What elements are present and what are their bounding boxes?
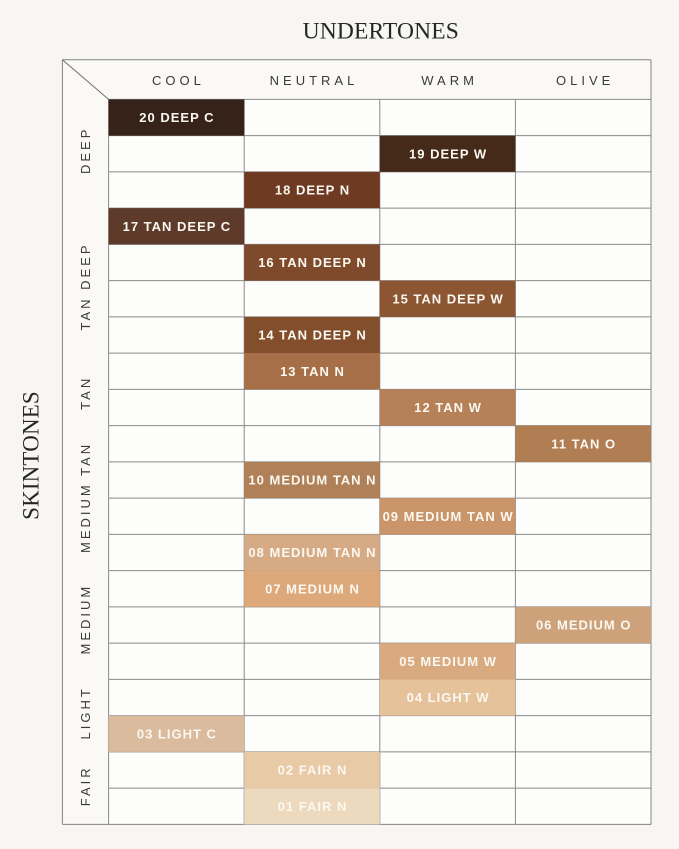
svg-text:10 MEDIUM TAN N: 10 MEDIUM TAN N xyxy=(248,473,376,488)
svg-text:03 LIGHT C: 03 LIGHT C xyxy=(137,726,217,741)
svg-text:17 TAN DEEP C: 17 TAN DEEP C xyxy=(123,219,232,234)
svg-text:DEEP: DEEP xyxy=(78,127,93,174)
svg-text:04 LIGHT W: 04 LIGHT W xyxy=(407,690,490,705)
svg-text:07 MEDIUM N: 07 MEDIUM N xyxy=(265,581,360,596)
svg-text:05 MEDIUM W: 05 MEDIUM W xyxy=(399,654,497,669)
svg-text:20 DEEP C: 20 DEEP C xyxy=(139,110,214,125)
svg-text:18 DEEP N: 18 DEEP N xyxy=(275,183,350,198)
svg-text:OLIVE: OLIVE xyxy=(556,73,614,88)
svg-text:12 TAN W: 12 TAN W xyxy=(414,400,482,415)
svg-text:UNDERTONES: UNDERTONES xyxy=(303,19,459,45)
svg-text:09 MEDIUM TAN W: 09 MEDIUM TAN W xyxy=(383,509,514,524)
svg-text:06 MEDIUM O: 06 MEDIUM O xyxy=(536,618,632,633)
svg-text:TAN DEEP: TAN DEEP xyxy=(78,242,93,330)
svg-text:14 TAN DEEP N: 14 TAN DEEP N xyxy=(258,328,367,343)
svg-text:MEDIUM: MEDIUM xyxy=(78,584,93,655)
svg-text:16 TAN DEEP N: 16 TAN DEEP N xyxy=(258,255,367,270)
svg-text:11 TAN O: 11 TAN O xyxy=(551,436,616,451)
svg-text:LIGHT: LIGHT xyxy=(78,686,93,739)
svg-text:FAIR: FAIR xyxy=(78,765,93,806)
svg-text:02 FAIR N: 02 FAIR N xyxy=(278,763,348,778)
svg-text:WARM: WARM xyxy=(421,73,478,88)
svg-text:MEDIUM TAN: MEDIUM TAN xyxy=(78,442,93,553)
svg-text:NEUTRAL: NEUTRAL xyxy=(270,73,359,88)
svg-text:TAN: TAN xyxy=(78,376,93,410)
svg-text:08 MEDIUM TAN N: 08 MEDIUM TAN N xyxy=(248,545,376,560)
svg-text:01 FAIR N: 01 FAIR N xyxy=(278,799,348,814)
svg-text:19 DEEP W: 19 DEEP W xyxy=(409,146,487,161)
svg-text:15 TAN DEEP W: 15 TAN DEEP W xyxy=(392,291,503,306)
svg-text:COOL: COOL xyxy=(152,73,205,88)
svg-text:SKINTONES: SKINTONES xyxy=(18,391,43,520)
svg-text:13 TAN N: 13 TAN N xyxy=(280,364,345,379)
